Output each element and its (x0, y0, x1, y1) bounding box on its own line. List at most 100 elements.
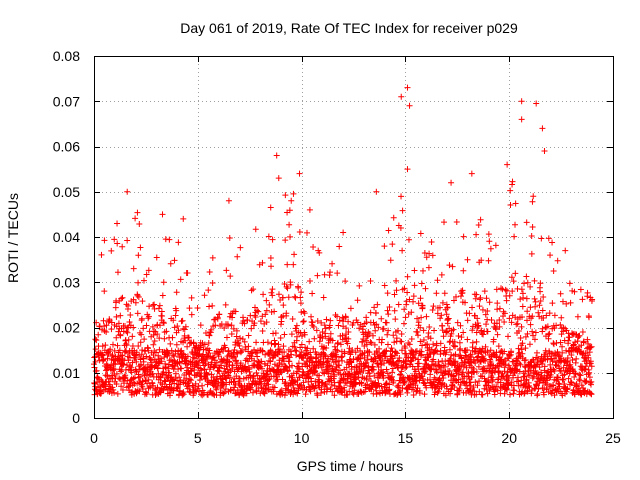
data-point (519, 313, 526, 320)
data-point (558, 331, 565, 338)
data-point (551, 355, 558, 362)
data-point (281, 392, 288, 399)
data-point (334, 347, 341, 354)
data-point (213, 386, 220, 393)
data-point (406, 296, 413, 303)
data-point (430, 303, 437, 310)
data-point (422, 368, 429, 375)
data-point (464, 317, 471, 324)
data-point (149, 323, 156, 330)
data-point (438, 381, 445, 388)
data-point (342, 314, 349, 321)
data-point (179, 350, 186, 357)
data-point (214, 315, 221, 322)
data-point (518, 346, 525, 353)
x-tick-label: 15 (398, 430, 414, 446)
data-point (226, 235, 233, 242)
data-point (244, 358, 251, 365)
data-point (239, 347, 246, 354)
data-point (423, 384, 430, 391)
data-point (160, 320, 167, 327)
data-point (381, 282, 388, 289)
data-point (549, 239, 556, 246)
data-point (354, 297, 361, 304)
data-point (204, 372, 211, 379)
data-point (292, 347, 299, 354)
data-point (318, 319, 325, 326)
data-point (389, 355, 396, 362)
data-point (546, 330, 553, 337)
data-point (577, 372, 584, 379)
data-point (397, 225, 404, 232)
data-point (287, 281, 294, 288)
data-point (114, 220, 121, 227)
data-point (389, 365, 396, 372)
data-point (396, 355, 403, 362)
data-point (568, 352, 575, 359)
data-point (279, 376, 286, 383)
data-point (410, 298, 417, 305)
data-point (165, 361, 172, 368)
data-point (291, 293, 298, 300)
data-point (282, 192, 289, 199)
data-point (584, 336, 591, 343)
data-point (530, 193, 537, 200)
data-point (485, 231, 492, 238)
data-point (347, 351, 354, 358)
data-point (298, 341, 305, 348)
data-point (167, 340, 174, 347)
data-point (534, 391, 541, 398)
data-point (559, 298, 566, 305)
data-point (504, 161, 511, 168)
data-point (483, 295, 490, 302)
data-point (485, 257, 492, 264)
data-point (173, 289, 180, 296)
data-point (434, 310, 441, 317)
data-point (287, 233, 294, 240)
data-point (138, 315, 145, 322)
data-point (114, 240, 121, 247)
data-point (123, 328, 130, 335)
data-point (269, 292, 276, 299)
data-point (156, 346, 163, 353)
data-point (268, 289, 275, 296)
data-point (383, 347, 390, 354)
data-point (162, 236, 169, 243)
data-point (202, 330, 209, 337)
data-point (110, 366, 117, 373)
data-point (394, 383, 401, 390)
data-point (502, 385, 509, 392)
data-point (178, 365, 185, 372)
data-point (191, 355, 198, 362)
data-point (244, 317, 251, 324)
data-point (251, 320, 258, 327)
data-point (259, 347, 266, 354)
data-point (295, 364, 302, 371)
data-point (388, 345, 395, 352)
data-point (507, 201, 514, 208)
data-point (137, 373, 144, 380)
data-point (373, 321, 380, 328)
data-point (284, 367, 291, 374)
data-point (345, 329, 352, 336)
data-point (473, 231, 480, 238)
data-point (177, 378, 184, 385)
data-point (150, 382, 157, 389)
data-point (582, 363, 589, 370)
data-point (346, 388, 353, 395)
data-point (356, 325, 363, 332)
data-point (456, 339, 463, 346)
data-point (139, 298, 146, 305)
data-point (587, 390, 594, 397)
data-point (130, 265, 137, 272)
data-point (133, 367, 140, 374)
data-point (504, 386, 511, 393)
data-point (150, 302, 157, 309)
data-point (539, 125, 546, 132)
data-point (449, 263, 456, 270)
data-point (102, 342, 109, 349)
data-point (549, 300, 556, 307)
data-point (369, 363, 376, 370)
data-point (574, 313, 581, 320)
data-point (410, 293, 417, 300)
